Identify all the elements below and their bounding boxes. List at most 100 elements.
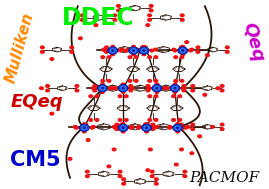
Circle shape: [176, 123, 179, 125]
Circle shape: [89, 95, 93, 98]
Circle shape: [216, 87, 220, 90]
Circle shape: [145, 48, 148, 51]
Circle shape: [150, 170, 154, 173]
Circle shape: [165, 87, 169, 90]
Circle shape: [148, 80, 151, 82]
Circle shape: [154, 178, 158, 180]
Circle shape: [73, 125, 77, 128]
Circle shape: [101, 56, 105, 58]
Circle shape: [220, 89, 224, 92]
Circle shape: [105, 50, 108, 53]
Circle shape: [153, 85, 161, 91]
Circle shape: [156, 85, 160, 87]
Circle shape: [120, 89, 124, 92]
Circle shape: [111, 53, 115, 56]
Circle shape: [191, 89, 194, 92]
Circle shape: [147, 87, 151, 90]
Circle shape: [117, 9, 120, 12]
Circle shape: [183, 170, 187, 173]
Circle shape: [180, 49, 185, 52]
Circle shape: [156, 89, 160, 92]
Circle shape: [119, 125, 127, 131]
Circle shape: [115, 123, 119, 126]
Circle shape: [171, 85, 179, 91]
Circle shape: [165, 87, 169, 90]
Circle shape: [190, 152, 194, 155]
Circle shape: [178, 47, 187, 54]
Circle shape: [121, 123, 125, 125]
Circle shape: [108, 47, 118, 54]
Circle shape: [154, 56, 158, 58]
Circle shape: [146, 85, 150, 87]
Circle shape: [172, 48, 176, 51]
Circle shape: [154, 87, 159, 90]
Text: CM5: CM5: [10, 150, 61, 170]
Circle shape: [146, 169, 150, 171]
Circle shape: [179, 46, 183, 49]
Circle shape: [125, 95, 128, 98]
Circle shape: [172, 95, 175, 98]
Circle shape: [150, 175, 154, 177]
Circle shape: [196, 46, 200, 49]
Circle shape: [191, 128, 194, 130]
Circle shape: [148, 19, 151, 21]
Circle shape: [101, 91, 104, 93]
Circle shape: [90, 126, 94, 129]
Circle shape: [156, 88, 158, 89]
Circle shape: [82, 130, 86, 133]
Circle shape: [173, 91, 177, 93]
Circle shape: [129, 47, 138, 54]
Circle shape: [121, 126, 125, 129]
Circle shape: [141, 50, 144, 53]
Circle shape: [137, 126, 140, 129]
Circle shape: [109, 48, 117, 53]
Circle shape: [225, 46, 229, 49]
Circle shape: [91, 87, 95, 90]
Circle shape: [173, 83, 177, 86]
Text: DDEC: DDEC: [62, 6, 135, 30]
Circle shape: [151, 128, 155, 130]
Circle shape: [100, 87, 105, 90]
Circle shape: [140, 49, 143, 52]
Circle shape: [129, 87, 133, 90]
Circle shape: [133, 50, 134, 51]
Circle shape: [154, 48, 157, 51]
Text: PACMOF: PACMOF: [189, 171, 259, 185]
Circle shape: [122, 182, 125, 185]
Circle shape: [132, 46, 135, 48]
Circle shape: [70, 46, 73, 49]
Circle shape: [124, 49, 128, 52]
Circle shape: [190, 48, 194, 51]
Circle shape: [164, 87, 168, 90]
Circle shape: [146, 89, 150, 92]
Circle shape: [120, 85, 124, 87]
Circle shape: [132, 53, 135, 56]
Circle shape: [196, 50, 200, 53]
Circle shape: [168, 125, 172, 128]
Circle shape: [176, 130, 179, 133]
Circle shape: [46, 85, 49, 87]
Circle shape: [121, 130, 125, 133]
Circle shape: [80, 125, 88, 131]
Circle shape: [175, 163, 178, 166]
Circle shape: [183, 175, 187, 177]
Circle shape: [114, 87, 117, 90]
Circle shape: [142, 53, 146, 56]
Circle shape: [110, 87, 113, 90]
Circle shape: [149, 5, 153, 7]
Circle shape: [144, 123, 147, 126]
Circle shape: [93, 89, 97, 92]
Circle shape: [118, 85, 128, 92]
Circle shape: [145, 123, 148, 125]
Circle shape: [181, 46, 185, 48]
Circle shape: [144, 50, 147, 53]
Circle shape: [84, 128, 87, 130]
Circle shape: [40, 87, 43, 90]
Circle shape: [79, 37, 82, 40]
Circle shape: [115, 128, 119, 130]
Circle shape: [179, 123, 183, 126]
Circle shape: [86, 170, 89, 173]
Circle shape: [145, 130, 148, 133]
Circle shape: [41, 50, 44, 53]
Circle shape: [118, 119, 122, 121]
